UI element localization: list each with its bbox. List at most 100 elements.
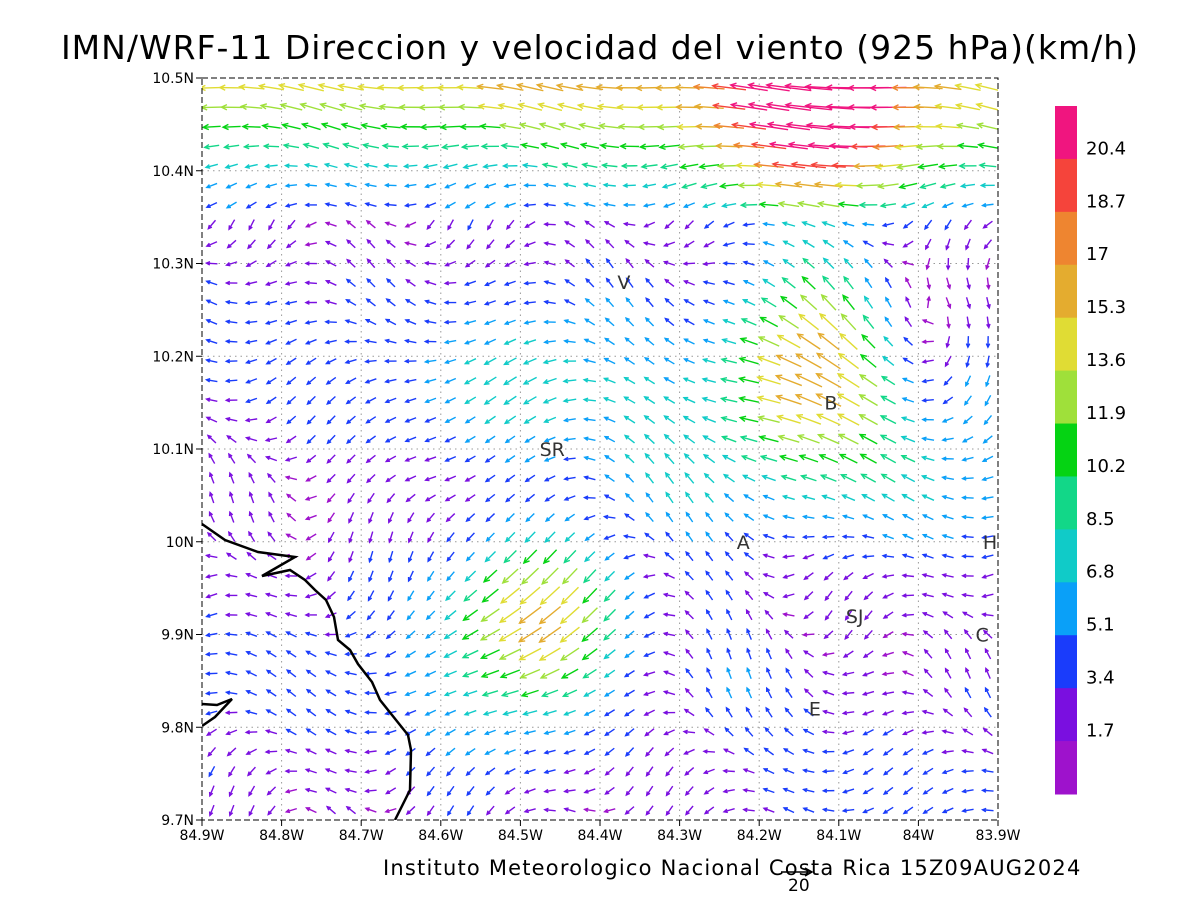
wind-vector: [205, 182, 218, 189]
wind-vector: [582, 495, 596, 501]
wind-vector: [664, 317, 675, 327]
wind-vector: [518, 647, 542, 661]
wind-vector: [683, 748, 695, 755]
wind-vector: [484, 455, 496, 463]
wind-vector: [810, 161, 846, 169]
wind-vector: [205, 299, 218, 306]
wind-vector: [766, 667, 772, 679]
wind-vector: [818, 453, 839, 464]
wind-vector: [399, 123, 421, 131]
wind-vector: [368, 550, 374, 564]
wind-vector: [205, 612, 218, 618]
wind-vector: [324, 339, 337, 345]
wind-vector: [576, 102, 602, 111]
wind-vector: [286, 395, 297, 405]
wind-vector: [426, 219, 435, 231]
wind-vector: [424, 728, 436, 736]
wind-vector: [645, 472, 655, 484]
wind-vector: [543, 416, 557, 423]
wind-vector: [285, 688, 297, 698]
wind-vector: [363, 162, 378, 168]
wind-vector: [286, 512, 297, 522]
wind-vector: [821, 769, 835, 774]
wind-vector: [245, 201, 257, 209]
wind-vector: [426, 590, 435, 602]
wind-vector: [822, 275, 836, 290]
wind-vector: [345, 805, 357, 815]
wind-vector: [720, 415, 738, 423]
wind-vector: [760, 297, 777, 308]
wind-vector: [623, 357, 636, 365]
wind-vector: [836, 372, 860, 389]
wind-vector: [344, 709, 357, 716]
wind-vector: [879, 202, 897, 209]
wind-vector: [677, 143, 701, 151]
wind-vector: [656, 123, 681, 131]
wind-vector: [541, 162, 558, 169]
wind-vector: [285, 708, 297, 717]
wind-vector: [504, 474, 516, 483]
wind-vector: [645, 492, 654, 503]
wind-vector: [620, 162, 638, 169]
wind-vector: [265, 650, 277, 658]
wind-vector: [926, 277, 932, 291]
wind-vector: [326, 493, 336, 504]
wind-vector: [305, 533, 317, 541]
wind-vector: [739, 201, 758, 209]
wind-vector: [208, 471, 215, 484]
wind-vector: [226, 239, 237, 249]
wind-vector: [664, 297, 675, 307]
wind-vector: [208, 452, 216, 464]
wind-vector: [264, 749, 278, 755]
wind-vector: [901, 493, 915, 502]
wind-vector: [424, 475, 437, 482]
wind-vector: [624, 513, 635, 522]
wind-vector: [582, 377, 597, 383]
wind-vector: [364, 729, 377, 735]
wind-vector: [861, 534, 875, 539]
wind-vector: [424, 670, 437, 677]
wind-vector: [543, 456, 556, 462]
wind-vector: [405, 630, 416, 640]
wind-vector: [542, 549, 558, 565]
wind-vector: [248, 491, 255, 504]
wind-vector: [683, 453, 695, 464]
wind-vector: [483, 338, 497, 345]
wind-vector: [503, 183, 517, 189]
wind-vector: [324, 632, 337, 637]
wind-vector: [882, 747, 894, 756]
wind-vector: [923, 668, 933, 679]
wind-vector: [584, 297, 595, 307]
wind-vector: [384, 397, 397, 404]
wind-vector: [204, 163, 219, 169]
wind-vector: [821, 652, 835, 657]
wind-vector: [503, 749, 516, 755]
wind-vector: [244, 729, 258, 735]
wind-vector: [702, 261, 715, 267]
wind-vector: [426, 785, 435, 797]
wind-vector: [841, 788, 855, 794]
wind-vector: [603, 669, 616, 678]
wind-vector: [703, 806, 715, 815]
wind-vector: [664, 452, 675, 465]
wind-vector: [766, 647, 772, 660]
wind-vector: [662, 241, 676, 247]
wind-vector: [781, 221, 796, 227]
wind-vector: [605, 297, 615, 308]
wind-vector: [702, 202, 716, 209]
wind-vector: [578, 122, 601, 130]
wind-vector: [305, 688, 317, 697]
wind-vector: [561, 689, 578, 697]
wind-vector: [583, 807, 596, 813]
wind-vector: [882, 728, 894, 736]
wind-vector: [640, 163, 658, 170]
wind-vector: [583, 748, 596, 755]
wind-vector: [582, 668, 597, 679]
wind-vector: [841, 671, 855, 677]
wind-vector: [306, 415, 316, 425]
wind-vector: [954, 102, 981, 111]
wind-vector: [941, 416, 954, 423]
wind-vector: [504, 260, 516, 267]
wind-vector: [444, 182, 457, 189]
wind-vector: [837, 433, 859, 445]
